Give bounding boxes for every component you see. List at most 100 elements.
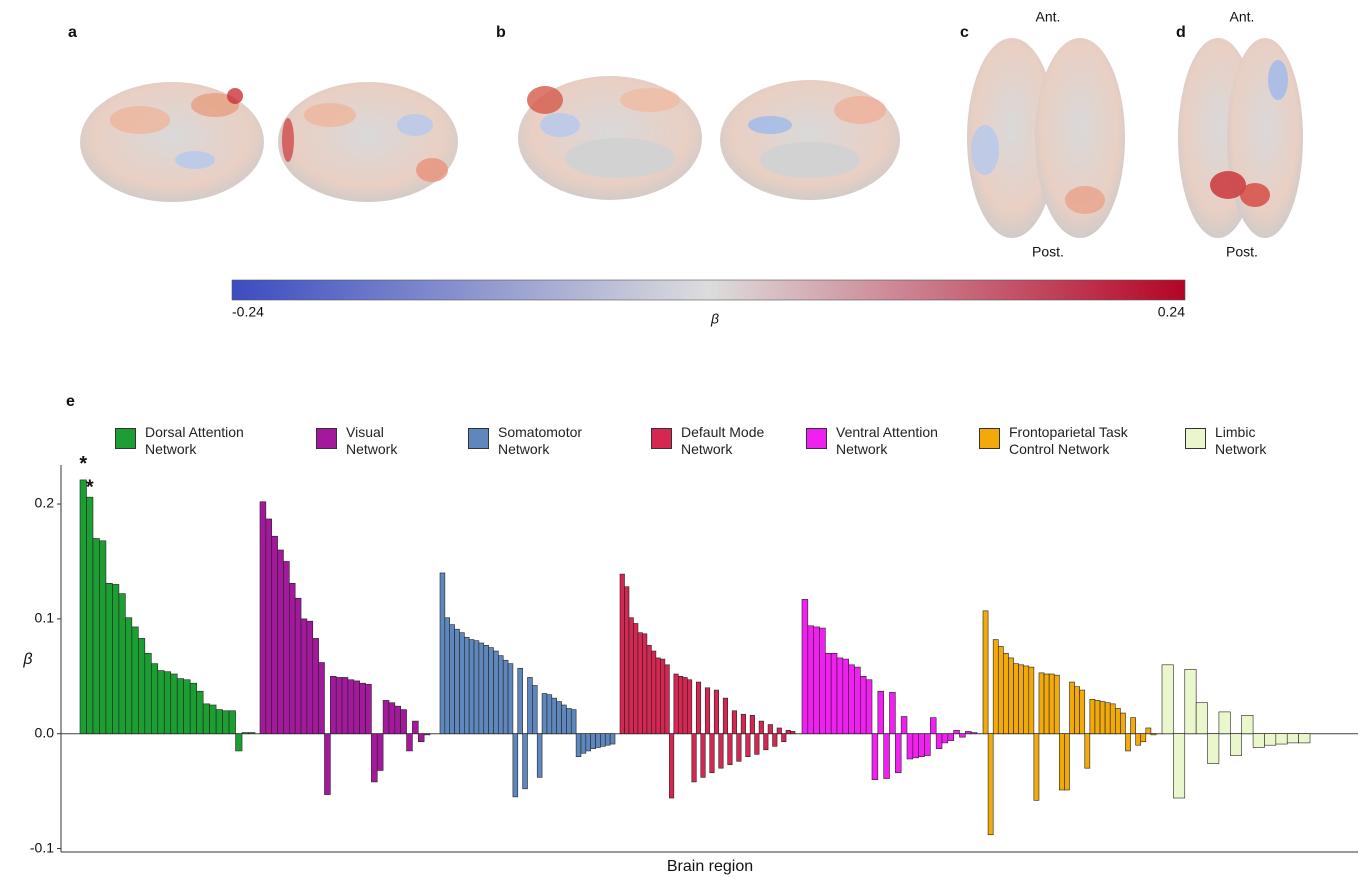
bar	[566, 708, 571, 733]
legend-item: Visual Network	[316, 424, 416, 458]
bar	[1208, 734, 1219, 764]
bar	[145, 653, 151, 733]
legend-label: Somatomotor Network	[498, 424, 598, 458]
legend-item: Limbic Network	[1185, 424, 1285, 458]
bar	[581, 734, 586, 754]
bar	[755, 734, 759, 755]
legend-swatch	[1185, 428, 1206, 449]
panel-label: d	[1176, 24, 1186, 41]
bar	[936, 734, 942, 749]
bar	[216, 710, 222, 734]
colorbar-tick-label: 0.24	[1158, 304, 1185, 320]
bar	[768, 725, 772, 734]
bar	[1085, 734, 1090, 768]
bar	[301, 619, 307, 734]
bar	[1141, 734, 1146, 742]
legend-item: Default Mode Network	[651, 424, 781, 458]
bar	[802, 599, 808, 733]
bar	[1095, 700, 1100, 733]
bar	[479, 643, 484, 734]
bar	[1242, 715, 1253, 733]
bar	[965, 731, 971, 733]
bar	[295, 598, 301, 734]
bar	[86, 497, 92, 734]
bar	[678, 676, 682, 733]
bar	[674, 674, 678, 734]
page: {"brain_panels": { "labels": ["a", "b", …	[0, 0, 1361, 877]
bar	[366, 684, 372, 733]
bar	[1264, 734, 1275, 745]
legend-item: Ventral Attention Network	[806, 424, 966, 458]
bar	[741, 714, 745, 734]
bar	[377, 734, 383, 771]
bar	[687, 680, 691, 734]
panel-label: e	[66, 393, 75, 410]
bar	[998, 646, 1003, 733]
bar	[660, 659, 664, 734]
bar	[523, 734, 528, 789]
bar	[484, 645, 489, 733]
bar	[242, 733, 248, 734]
legend-label: Limbic Network	[1215, 424, 1285, 458]
bar	[1162, 665, 1173, 734]
bar	[1120, 713, 1125, 734]
bar	[728, 734, 732, 765]
bar	[814, 627, 820, 734]
bar	[106, 583, 112, 733]
brain-ventral	[1227, 38, 1303, 238]
bar	[1014, 664, 1019, 734]
bar	[151, 664, 157, 734]
bar	[913, 734, 919, 758]
bar	[528, 677, 533, 733]
bar	[1075, 687, 1080, 734]
panel-label: c	[960, 24, 969, 41]
bar	[464, 637, 469, 733]
bar	[1196, 703, 1207, 734]
bar	[925, 734, 931, 756]
legend-item: Dorsal Attention Network	[115, 424, 275, 458]
bar	[960, 734, 966, 737]
bar	[1131, 718, 1136, 734]
bar	[513, 734, 518, 797]
bar	[1008, 658, 1013, 734]
bar	[656, 658, 660, 734]
bar	[93, 538, 99, 733]
bar	[532, 685, 537, 733]
bar	[354, 681, 360, 734]
bar	[808, 626, 814, 734]
bar	[683, 677, 687, 733]
bar	[336, 677, 342, 733]
bar	[177, 679, 183, 734]
bar	[714, 690, 718, 734]
orientation-label: Ant.	[1036, 9, 1061, 25]
bar	[820, 628, 826, 734]
bar	[407, 734, 413, 751]
bar	[638, 633, 642, 734]
bar	[759, 721, 763, 734]
bar	[445, 618, 450, 734]
bar	[1039, 673, 1044, 734]
bar	[1151, 734, 1156, 735]
bar	[586, 734, 591, 751]
colorbar	[232, 280, 1185, 300]
bar	[395, 706, 401, 734]
bar	[624, 587, 628, 734]
bar	[786, 730, 790, 733]
bar	[1253, 734, 1264, 748]
bar	[1049, 674, 1054, 734]
bar	[1173, 734, 1184, 798]
bar	[389, 703, 395, 734]
legend-swatch	[468, 428, 489, 449]
bar	[1054, 675, 1059, 734]
bar	[692, 734, 696, 782]
bar	[132, 627, 138, 734]
bar	[424, 734, 430, 735]
legend-item: Frontoparietal Task Control Network	[979, 424, 1159, 458]
bar	[837, 658, 843, 734]
bar	[418, 734, 424, 742]
bar	[1100, 702, 1105, 734]
bar	[872, 734, 878, 780]
bar	[190, 683, 196, 734]
bar	[289, 583, 295, 733]
bar	[1044, 674, 1049, 734]
